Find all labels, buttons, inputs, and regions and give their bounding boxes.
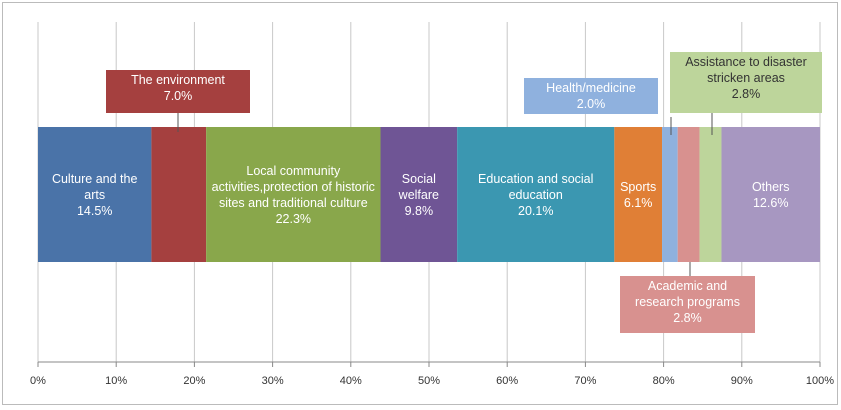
value-label: 12.6% (752, 195, 789, 210)
x-tick-label: 0% (30, 375, 46, 387)
segment-label: Sports 6.1% (618, 179, 658, 211)
x-tick-label: 70% (574, 375, 597, 387)
value-label: 20.1% (518, 203, 554, 218)
x-tick-label: 30% (261, 375, 284, 387)
series-name: Culture and the arts (51, 171, 138, 202)
callout-label: Academic and research programs 2.8% (620, 276, 755, 333)
series-name: The environment (131, 73, 225, 87)
segment-label: Others 12.6% (725, 179, 816, 211)
bar-segment (677, 127, 700, 262)
value-label: 14.5% (76, 203, 113, 218)
bar-segment (151, 127, 207, 262)
segment-label: Culture and the arts 14.5% (42, 171, 147, 219)
bar-segment (38, 127, 152, 262)
value-label: 2.0% (576, 97, 606, 111)
bar-segment (699, 127, 722, 262)
x-tick-label: 60% (496, 375, 519, 387)
chart-frame (2, 2, 838, 405)
bar-segment (380, 127, 458, 262)
value-label: 2.8% (673, 311, 702, 325)
x-tick-label: 10% (105, 375, 128, 387)
series-name: Others (751, 179, 790, 194)
x-tick-label: 100% (805, 375, 835, 387)
callout-label: Assistance to disaster stricken areas 2.8… (670, 52, 822, 113)
series-name: Assistance to disaster stricken areas (685, 55, 807, 85)
series-name: Academic and research programs (635, 279, 740, 309)
series-name: Social welfare (398, 171, 439, 202)
x-tick-label: 20% (183, 375, 206, 387)
value-label: 2.8% (731, 87, 761, 101)
x-tick-label: 80% (652, 375, 675, 387)
segment-label: Social welfare 9.8% (385, 171, 454, 219)
bar-segment (662, 127, 678, 262)
bar-segment (721, 127, 820, 262)
series-name: Sports (620, 179, 657, 194)
x-tick-label: 50% (417, 375, 441, 387)
segment-label: Education and social education 20.1% (461, 171, 610, 219)
series-name: Health/medicine (546, 81, 636, 95)
bar-segment (614, 127, 663, 262)
bar-segment (206, 127, 381, 262)
value-label: 6.1% (623, 195, 653, 210)
value-label: 22.3% (275, 211, 312, 226)
value-label: 9.8% (404, 203, 434, 218)
callout-label: The environment 7.0% (106, 70, 250, 113)
bar-segment (457, 127, 615, 262)
x-tick-label: 90% (730, 375, 753, 387)
segment-label: Local community activities,protection of… (210, 163, 376, 227)
series-name: Education and social education (478, 171, 594, 202)
x-tick-label: 40% (339, 375, 362, 387)
callout-label: Health/medicine 2.0% (524, 78, 658, 114)
series-name: Local community activities,protection of… (211, 163, 375, 210)
value-label: 7.0% (163, 89, 193, 103)
